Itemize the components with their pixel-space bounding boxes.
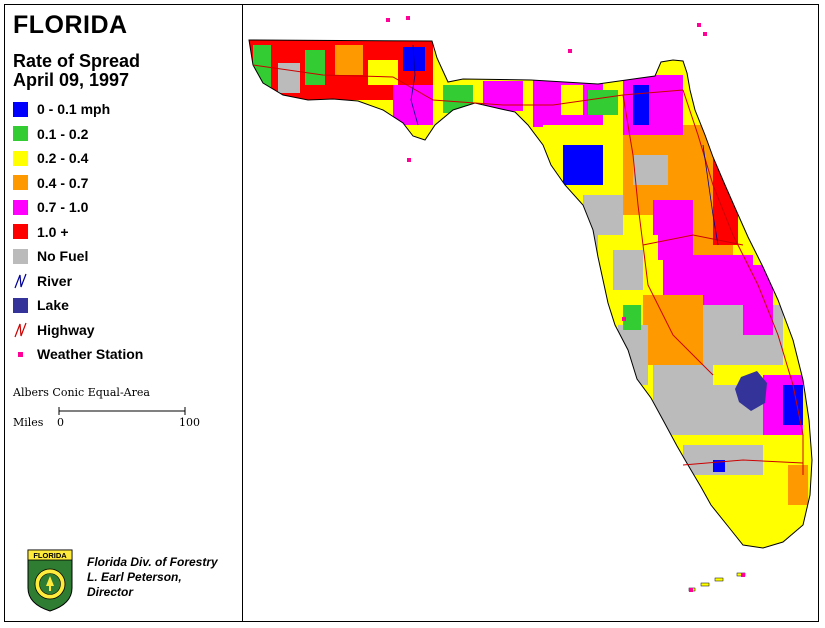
- legend-item-0.4-0.7: 0.4 - 0.7: [13, 171, 143, 196]
- scale-end-label: 100: [179, 416, 200, 429]
- credit-line-name: L. Earl Peterson,: [87, 570, 182, 584]
- legend-panel: FLORIDA Rate of Spread April 09, 1997 0 …: [5, 5, 243, 621]
- legend-item-lake: Lake: [13, 293, 143, 318]
- legend-label: 0.1 - 0.2: [37, 125, 89, 142]
- legend-swatch: [13, 101, 28, 117]
- river-symbol-icon: [14, 273, 27, 288]
- weather-station-icon: [703, 32, 707, 36]
- legend-label: 0 - 0.1 mph: [37, 101, 111, 118]
- legend-item-0.7-1.0: 0.7 - 1.0: [13, 195, 143, 220]
- highway-lines: [252, 64, 804, 475]
- credit-line-title: Director: [87, 585, 134, 599]
- weather-station-icon: [697, 23, 701, 27]
- forestry-seal-logo: FLORIDA: [27, 549, 73, 612]
- legend-item-1.0-plus: 1.0 +: [13, 220, 143, 245]
- credit-block: Florida Div. of Forestry L. Earl Peterso…: [87, 555, 218, 600]
- florida-map: [248, 16, 813, 592]
- weather-station-icon: [386, 18, 390, 22]
- scale-start-label: 0: [57, 416, 64, 429]
- legend-swatch: [13, 150, 28, 166]
- legend-item-0-0.1: 0 - 0.1 mph: [13, 97, 143, 122]
- scale-bar-line: [58, 407, 186, 415]
- legend-swatch: [13, 175, 28, 191]
- legend-item-river: River: [13, 269, 143, 294]
- legend-swatch: [13, 199, 28, 215]
- legend-item-no-fuel: No Fuel: [13, 244, 143, 269]
- legend-swatch: [13, 297, 28, 313]
- weather-station-icon: [568, 49, 572, 53]
- weather-station-icon: [407, 158, 411, 162]
- map-panel: [243, 5, 818, 621]
- legend-label: Weather Station: [37, 346, 144, 363]
- weather-station-icon: [689, 588, 693, 592]
- map-subtitle-line2: April 09, 1997: [13, 70, 130, 90]
- weather-station-icon: [622, 317, 626, 321]
- highway-symbol-icon: [14, 322, 27, 337]
- legend-label: 0.4 - 0.7: [37, 174, 89, 191]
- legend-item-weather-station: Weather Station: [13, 342, 143, 367]
- legend-label: 1.0 +: [37, 223, 69, 240]
- legend-swatch: [13, 126, 28, 142]
- legend-swatch: [13, 224, 28, 240]
- legend-label: No Fuel: [37, 248, 89, 265]
- seal-text: FLORIDA: [33, 551, 67, 560]
- legend-swatch: [13, 248, 28, 264]
- scale-unit-label: Miles: [13, 416, 44, 429]
- legend-label: Highway: [37, 321, 95, 338]
- legend-label: 0.7 - 1.0: [37, 199, 89, 216]
- legend-item-0.1-0.2: 0.1 - 0.2: [13, 122, 143, 147]
- legend-item-0.2-0.4: 0.2 - 0.4: [13, 146, 143, 171]
- weather-station-icon: [741, 573, 745, 577]
- weather-station-icon: [406, 16, 410, 20]
- weather-station-symbol-icon: [13, 347, 28, 362]
- projection-label: Albers Conic Equal-Area: [13, 386, 150, 399]
- map-title: FLORIDA: [13, 11, 128, 39]
- legend-label: River: [37, 272, 73, 289]
- legend-label: 0.2 - 0.4: [37, 150, 89, 167]
- legend-list: 0 - 0.1 mph 0.1 - 0.2 0.2 - 0.4 0.4 - 0.…: [13, 97, 143, 367]
- map-frame: FLORIDA Rate of Spread April 09, 1997 0 …: [4, 4, 819, 622]
- florida-keys: [688, 572, 746, 592]
- weather-stations: [386, 16, 745, 592]
- map-subtitle-line1: Rate of Spread: [13, 51, 141, 71]
- credit-line-agency: Florida Div. of Forestry: [87, 555, 218, 569]
- legend-label: Lake: [37, 297, 69, 314]
- scale-bar: Miles 0 100: [13, 405, 203, 435]
- river-lines: [410, 44, 719, 246]
- legend-item-highway: Highway: [13, 318, 143, 343]
